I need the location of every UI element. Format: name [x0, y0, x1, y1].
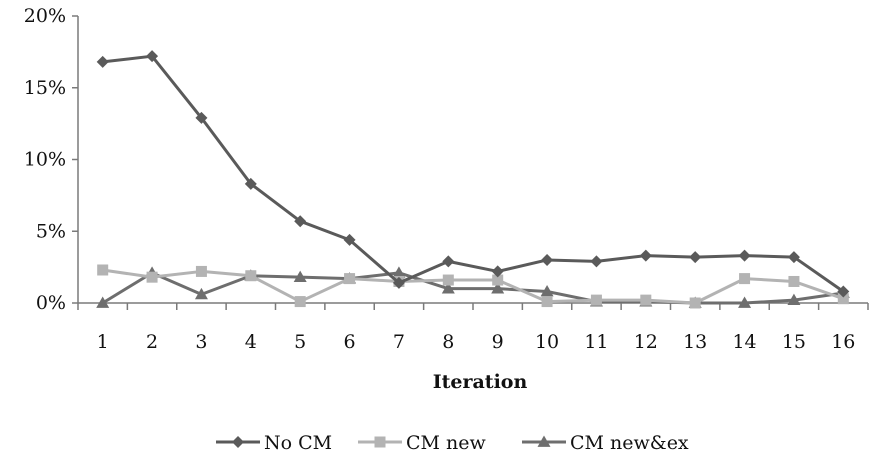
x-tick-label: 6	[344, 331, 356, 353]
series-group	[96, 50, 850, 309]
data-point	[541, 253, 554, 266]
y-tick-label: 10%	[24, 149, 66, 171]
data-point	[293, 270, 307, 283]
data-point	[837, 293, 849, 305]
data-point	[639, 249, 652, 262]
x-tick-label: 8	[442, 331, 454, 353]
data-point	[837, 285, 850, 298]
legend-swatch-marker	[374, 436, 386, 448]
x-tick-label: 3	[195, 331, 207, 353]
data-point	[96, 296, 110, 308]
legend-item: CM new&ex	[522, 432, 689, 454]
x-tick-label: 5	[294, 331, 306, 353]
legend-item: No CM	[216, 432, 332, 454]
data-point	[195, 111, 208, 124]
x-tick-label: 11	[584, 331, 608, 353]
series-no-cm	[96, 50, 850, 298]
legend-swatch-marker	[232, 436, 244, 448]
x-tick-label: 7	[393, 331, 405, 353]
data-point	[689, 251, 702, 264]
data-point	[294, 296, 306, 308]
data-point	[738, 249, 751, 262]
data-point	[541, 296, 553, 308]
data-point	[245, 270, 257, 282]
x-tick-label: 15	[782, 331, 806, 353]
y-tick-label: 0%	[36, 292, 66, 314]
x-tick-label: 16	[831, 331, 855, 353]
data-point	[590, 294, 602, 306]
x-tick-label: 14	[732, 331, 756, 353]
data-point	[788, 275, 800, 287]
data-point	[787, 293, 801, 306]
data-point	[492, 274, 504, 286]
x-tick-label: 4	[245, 331, 257, 353]
data-point	[194, 287, 208, 300]
legend-label: CM new	[406, 432, 487, 454]
legend-label: CM new&ex	[570, 432, 689, 454]
data-point	[146, 50, 159, 63]
data-point	[738, 296, 752, 308]
data-point	[343, 233, 356, 246]
data-point	[441, 282, 455, 294]
y-tick-label: 5%	[36, 220, 66, 242]
data-point	[146, 271, 158, 283]
series-line	[102, 54, 845, 293]
data-point	[195, 265, 207, 277]
series-line	[102, 268, 844, 305]
x-tick-label: 1	[97, 331, 109, 353]
data-point	[96, 55, 109, 68]
data-point	[294, 215, 307, 228]
data-point	[392, 276, 405, 289]
x-tick-label: 13	[683, 331, 707, 353]
data-point	[640, 294, 652, 306]
legend: No CM CM new CM new&ex	[216, 432, 689, 454]
y-tick-label: 20%	[24, 5, 66, 27]
data-point	[97, 264, 109, 276]
data-point	[442, 274, 454, 286]
data-point	[344, 273, 356, 285]
data-point	[540, 285, 554, 297]
data-point	[739, 273, 751, 285]
x-axis-title: Iteration	[433, 371, 528, 393]
series-line	[101, 271, 844, 305]
data-point	[689, 297, 701, 309]
data-point	[442, 255, 455, 268]
legend-item: CM new	[358, 432, 487, 454]
data-point	[491, 265, 504, 278]
legend-label: No CM	[264, 432, 332, 454]
x-tick-label: 12	[634, 331, 658, 353]
legend-swatch-marker	[537, 435, 551, 447]
axes: 0%5%10%15%20%1 2 3 4 5 6 7 8 9 10 11 12 13 14 15 16	[24, 5, 869, 353]
data-point	[244, 177, 257, 190]
data-point	[392, 266, 406, 278]
x-tick-label: 10	[535, 331, 559, 353]
x-tick-label: 9	[492, 331, 504, 353]
data-point	[590, 255, 603, 268]
y-tick-label: 15%	[24, 77, 66, 99]
data-point	[491, 282, 505, 294]
data-point	[787, 251, 800, 264]
x-tick-label: 2	[146, 331, 158, 353]
